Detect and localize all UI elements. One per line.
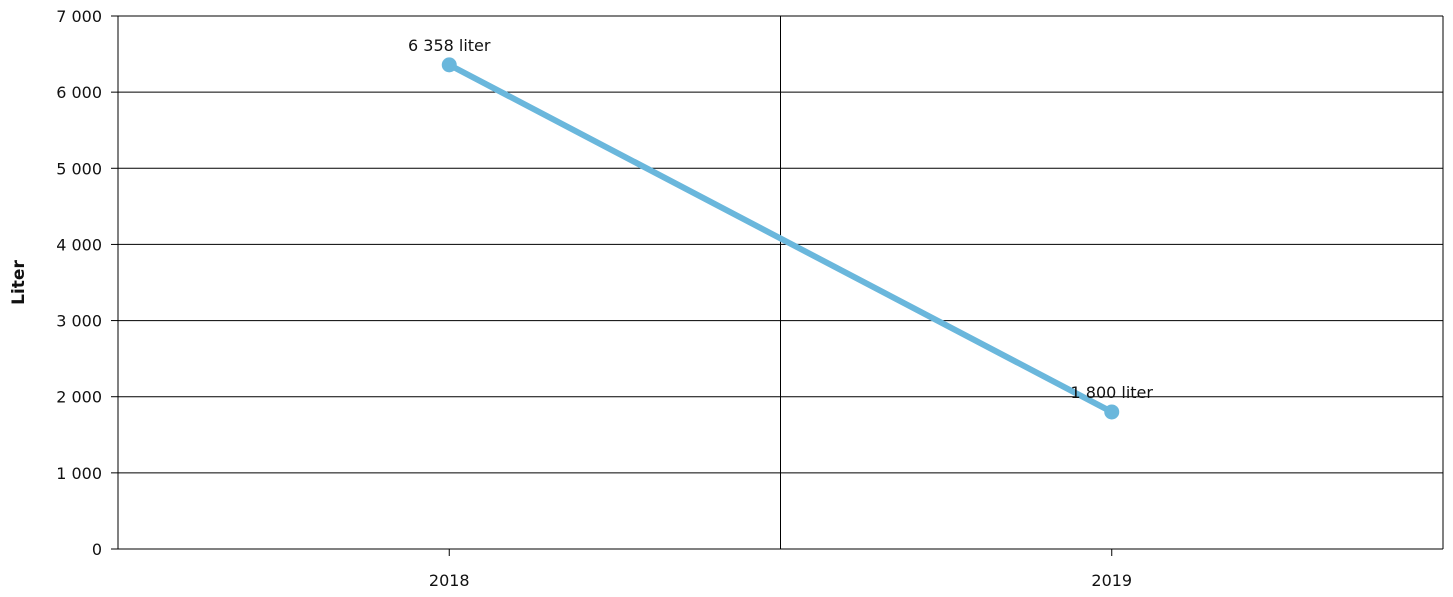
y-tick-label: 4 000 (56, 235, 102, 254)
y-tick-label: 2 000 (56, 388, 102, 407)
data-labels: 6 358 liter 1 800 liter (408, 36, 1153, 402)
y-axis-ticks: 0 1 000 2 000 3 000 4 000 5 000 6 000 7 000 (56, 7, 118, 559)
y-tick-label: 6 000 (56, 83, 102, 102)
data-point (1104, 404, 1120, 420)
y-tick-label: 1 000 (56, 464, 102, 483)
data-label: 1 800 liter (1071, 383, 1154, 402)
y-tick-label: 0 (92, 540, 102, 559)
x-tick-label: 2019 (1091, 571, 1132, 590)
x-axis-ticks: 2018 2019 (429, 549, 1132, 590)
y-axis-title: Liter (9, 260, 29, 305)
y-tick-label: 3 000 (56, 312, 102, 331)
series-line (446, 61, 1115, 415)
gridlines (118, 15, 1443, 549)
data-label: 6 358 liter (408, 36, 491, 55)
y-tick-label: 5 000 (56, 159, 102, 178)
data-point (441, 57, 457, 73)
y-tick-label: 7 000 (56, 7, 102, 26)
series (441, 57, 1120, 420)
axes (117, 16, 1444, 550)
x-tick-label: 2018 (429, 571, 470, 590)
